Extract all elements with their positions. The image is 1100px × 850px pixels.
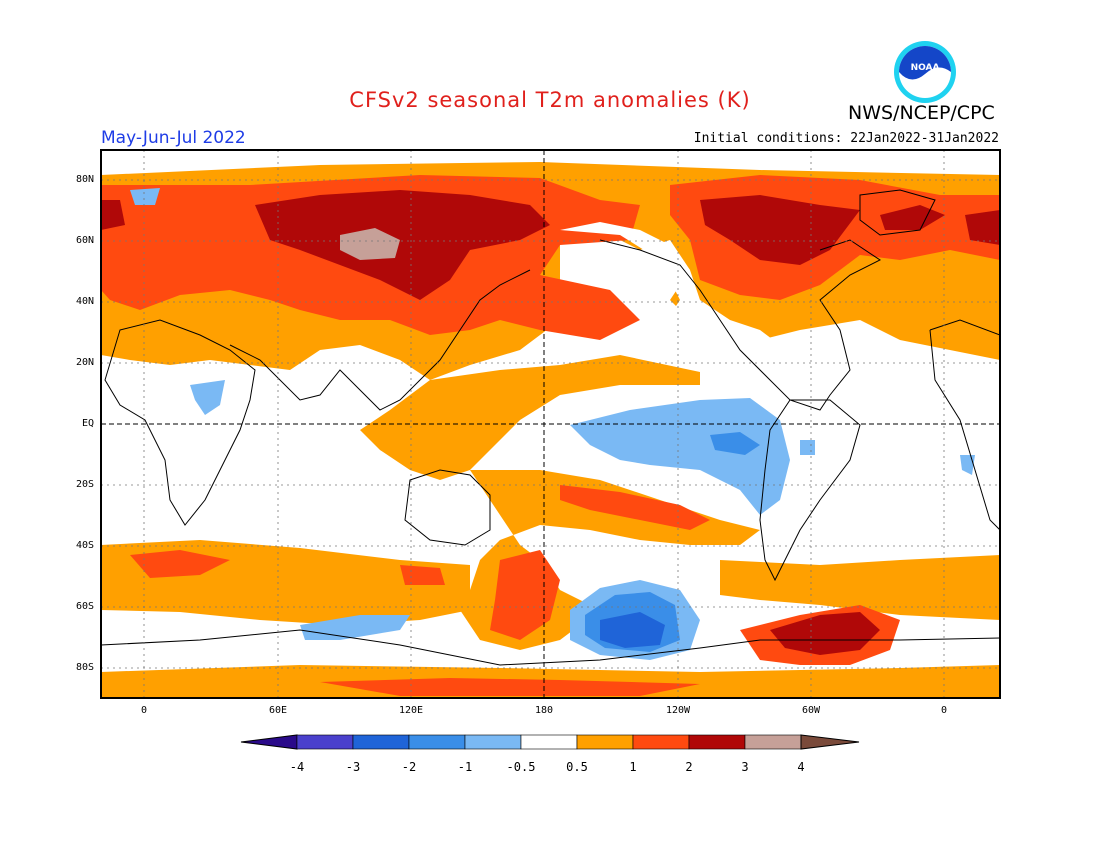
initial-conditions-label: Initial conditions: 22Jan2022-31Jan2022 — [693, 131, 999, 146]
map-frame — [100, 149, 1001, 699]
colorbar-swatch — [352, 734, 410, 750]
colorbar-label: 1 — [629, 760, 637, 774]
siberia-extreme — [340, 228, 400, 260]
colorbar-swatch — [688, 734, 746, 750]
colorbar-swatch — [576, 734, 634, 750]
lat-label-eq: EQ — [81, 418, 94, 429]
chart-title: CFSv2 seasonal T2m anomalies (K) — [349, 88, 751, 112]
lon-label-180: 180 — [534, 705, 554, 716]
colorbar-arrow-high — [800, 734, 860, 750]
coastlines — [101, 189, 1000, 666]
logo-text: NOAA — [911, 63, 940, 73]
lat-label-60n: 60N — [75, 235, 94, 246]
colorbar-label: 2 — [685, 760, 693, 774]
lon-label-60w: 60W — [801, 705, 821, 716]
greenland-strong — [880, 205, 945, 230]
colorbar-swatch — [296, 734, 354, 750]
colorbar-arrow-low — [240, 734, 298, 750]
colorbar-label: -2 — [401, 760, 417, 774]
lon-label-0: 0 — [140, 705, 148, 716]
sh-mod-band — [490, 485, 710, 640]
lat-label-20s: 20S — [75, 479, 94, 490]
lon-label-0-east: 0 — [940, 705, 948, 716]
eq-pacific-cool — [570, 398, 790, 515]
so-cool-core — [600, 612, 665, 648]
lat-label-20n: 20N — [75, 357, 94, 368]
colorbar-label: -1 — [457, 760, 473, 774]
africa-cool — [190, 380, 225, 415]
southern-mod — [130, 550, 445, 585]
eq-pacific-cool-core — [710, 432, 760, 455]
noaa-logo: NOAA — [894, 41, 956, 103]
colorbar-swatch — [632, 734, 690, 750]
antarctic-bottom-mod — [320, 678, 700, 696]
lat-label-40s: 40S — [75, 540, 94, 551]
colorbar-swatch — [464, 734, 522, 750]
canada-strong — [700, 195, 860, 265]
antarctic-strong — [770, 612, 880, 655]
colorbar-label: -0.5 — [506, 760, 536, 774]
southern-warm — [101, 540, 1000, 625]
siberia-strong — [255, 190, 550, 300]
lat-label-60s: 60S — [75, 601, 94, 612]
lon-label-120w: 120W — [665, 705, 691, 716]
arctic-cool-patch — [130, 188, 160, 205]
anomaly-fields — [101, 162, 1000, 698]
colorbar-label: 3 — [741, 760, 749, 774]
colorbar-swatch — [744, 734, 802, 750]
indo-pac-warm — [360, 355, 700, 480]
gridlines — [101, 150, 1000, 698]
colorbar-label: -4 — [289, 760, 305, 774]
lat-label-40n: 40N — [75, 296, 94, 307]
colorbar-label: 0.5 — [566, 760, 588, 774]
colorbar-label: -3 — [345, 760, 361, 774]
colorbar-swatch — [408, 734, 466, 750]
colorbar — [240, 734, 860, 750]
reference-lines — [101, 150, 1000, 698]
colorbar-swatch — [520, 734, 578, 750]
lon-label-120e: 120E — [398, 705, 424, 716]
season-label: May-Jun-Jul 2022 — [101, 128, 246, 148]
npac-neutral — [560, 222, 780, 375]
agency-label: NWS/NCEP/CPC — [848, 102, 995, 124]
lon-label-60e: 60E — [268, 705, 288, 716]
lat-label-80n: 80N — [75, 174, 94, 185]
colorbar-label: 4 — [797, 760, 805, 774]
lat-label-80s: 80S — [75, 662, 94, 673]
